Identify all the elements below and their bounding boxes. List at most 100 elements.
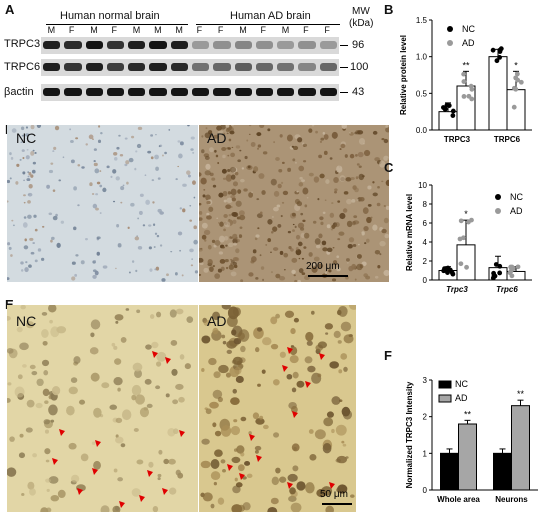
cell — [205, 163, 211, 170]
cell — [20, 261, 24, 265]
cell — [343, 366, 348, 372]
cell — [156, 351, 167, 362]
data-point — [458, 218, 464, 224]
cell — [237, 189, 242, 194]
cell — [46, 184, 50, 189]
cell — [54, 125, 60, 131]
cell — [307, 365, 316, 373]
cell — [131, 260, 135, 263]
cell — [275, 467, 281, 474]
cell — [182, 208, 186, 213]
lane-label: F — [217, 25, 224, 35]
blot-band — [128, 88, 146, 96]
cell — [324, 323, 334, 330]
cell — [363, 149, 371, 157]
cell — [352, 243, 357, 247]
y-tick-label: 6 — [423, 219, 428, 228]
cell — [179, 249, 182, 252]
cell — [93, 407, 102, 418]
arrowhead-marker — [239, 473, 245, 480]
cell — [331, 278, 337, 282]
cell — [30, 150, 35, 156]
cell — [343, 334, 354, 344]
cell — [366, 216, 372, 224]
lane-label: M — [90, 25, 98, 35]
cell — [122, 184, 125, 187]
cell — [7, 242, 11, 246]
cell — [339, 148, 342, 150]
cell — [279, 250, 284, 256]
cell — [261, 190, 266, 195]
cell — [230, 206, 233, 208]
cell — [224, 235, 229, 241]
cell — [49, 319, 53, 324]
cell — [75, 137, 79, 140]
cell — [50, 494, 60, 502]
micrograph-texture — [199, 125, 389, 282]
cell — [239, 214, 246, 221]
cell — [11, 219, 14, 222]
cell — [112, 200, 116, 203]
cell — [175, 178, 178, 181]
blot-band — [298, 63, 316, 71]
significance-marker: * — [514, 60, 518, 70]
cell — [186, 170, 191, 175]
cell — [233, 419, 238, 423]
cell — [216, 125, 222, 131]
cell — [212, 389, 223, 399]
legend-swatch — [495, 194, 501, 200]
cell — [222, 190, 228, 197]
cell — [177, 165, 180, 168]
cell — [301, 179, 305, 182]
cell — [235, 145, 241, 149]
cell — [337, 305, 348, 317]
cell — [29, 488, 36, 496]
y-axis-label: Relative protein level — [399, 35, 408, 115]
cell — [357, 243, 360, 246]
cell — [313, 176, 320, 183]
cell — [206, 215, 212, 220]
cell — [325, 332, 329, 335]
cell — [99, 212, 102, 214]
cell — [237, 159, 241, 163]
cell — [226, 146, 230, 150]
cell — [306, 340, 313, 346]
cell — [206, 212, 210, 216]
cell — [44, 429, 49, 434]
cell — [32, 453, 37, 458]
cell — [70, 159, 75, 164]
blot-band — [85, 88, 103, 96]
cell — [26, 149, 29, 151]
cell — [221, 168, 227, 174]
cell — [201, 368, 205, 372]
cell — [286, 373, 293, 380]
cell — [95, 207, 99, 211]
cell — [255, 417, 265, 425]
cell — [244, 155, 248, 160]
cell — [351, 263, 357, 270]
cell — [99, 170, 102, 173]
cell — [213, 481, 217, 486]
cell — [260, 266, 265, 270]
cell — [298, 165, 305, 172]
cell — [356, 199, 359, 202]
cell — [52, 189, 56, 192]
cell — [311, 125, 315, 127]
y-tick-label: 2 — [423, 413, 428, 422]
cell — [357, 221, 360, 224]
cell — [353, 215, 358, 219]
y-tick-label: 0.0 — [416, 126, 428, 135]
cell — [199, 248, 203, 252]
cell — [26, 178, 31, 182]
cell — [213, 371, 221, 379]
cell — [58, 179, 62, 182]
cell — [134, 167, 137, 171]
cell — [294, 198, 300, 204]
cell — [271, 230, 274, 234]
cell — [339, 212, 346, 220]
cell — [230, 125, 233, 127]
data-point — [469, 217, 474, 223]
cell — [136, 459, 144, 465]
cell — [23, 216, 27, 219]
cell — [294, 225, 297, 229]
